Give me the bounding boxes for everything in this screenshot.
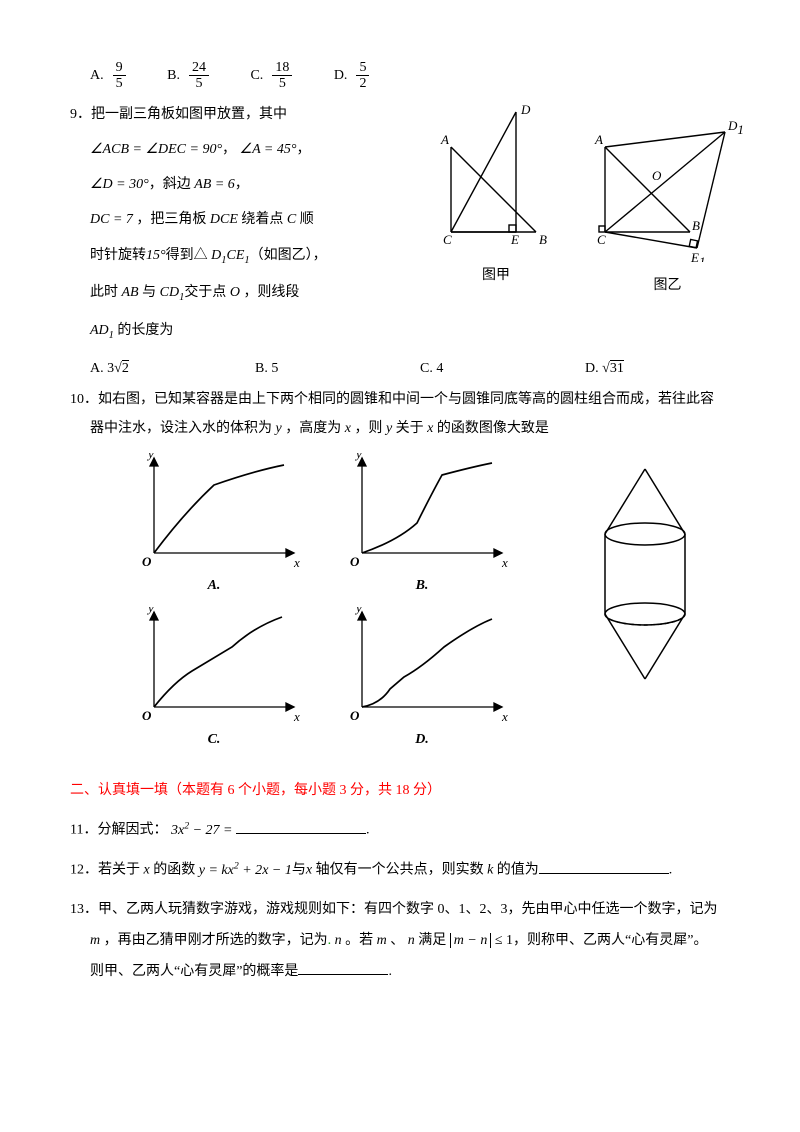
- opt-c: C. 185: [250, 60, 294, 92]
- svg-text:y: y: [146, 607, 154, 615]
- figure-jia: A D C E B 图甲: [421, 102, 571, 298]
- svg-text:y: y: [146, 453, 154, 461]
- figure-yi: A D1 O C E1 B 图乙: [585, 102, 750, 298]
- svg-text:A: A: [440, 132, 449, 147]
- question-11: 11．分解因式： 3x2 − 27 = .: [70, 817, 750, 843]
- svg-text:O: O: [142, 554, 152, 568]
- figure-jia-svg: A D C E B: [421, 102, 571, 252]
- svg-text:E: E: [510, 232, 519, 247]
- q10-graphs: y x O A. y x: [110, 449, 550, 756]
- svg-text:y: y: [354, 453, 362, 461]
- opt-9c: C. 4: [420, 356, 585, 381]
- svg-text:O: O: [350, 554, 360, 568]
- opt-b: B. 245: [167, 60, 211, 92]
- q9-options: A. 3√2 B. 5 C. 4 D. √31: [90, 356, 750, 381]
- svg-text:B: B: [539, 232, 547, 247]
- abs-value: m − n: [450, 933, 492, 948]
- blank-13: [298, 961, 388, 975]
- q9-figures: A D C E B 图甲: [421, 102, 750, 298]
- question-12: 12．若关于 x 的函数 y = kx2 + 2x − 1与x 轴仅有一个公共点…: [70, 857, 750, 883]
- graph-b: y x O B.: [322, 453, 522, 598]
- graph-d: y x O D.: [322, 607, 522, 752]
- figure-yi-svg: A D1 O C E1 B: [585, 102, 750, 262]
- q10-num: 10: [70, 392, 84, 407]
- q9-text: 9．把一副三角板如图甲放置，其中 ∠ACB = ∠DEC = 90°， ∠A =…: [70, 102, 420, 346]
- opt-d: D. 52: [334, 60, 372, 92]
- svg-text:A: A: [594, 132, 603, 147]
- svg-text:C: C: [443, 232, 452, 247]
- svg-text:B: B: [692, 218, 700, 233]
- graph-a: y x O A.: [114, 453, 314, 598]
- svg-text:C: C: [597, 232, 606, 247]
- question-13: 13．甲、乙两人玩猜数字游戏，游戏规则如下：有四个数字 0、1、2、3，先由甲心…: [70, 897, 750, 985]
- blank-11: [236, 820, 366, 834]
- svg-text:E1: E1: [690, 250, 705, 262]
- opt-9d: D. √31: [585, 356, 750, 381]
- question-10: 10．如右图，已知某容器是由上下两个相同的圆锥和中间一个与圆锥同底等高的圆柱组合…: [70, 387, 750, 756]
- opt-9a: A. 3√2: [90, 356, 255, 381]
- svg-text:x: x: [501, 555, 508, 568]
- graph-c: y x O C.: [114, 607, 314, 752]
- opt-9b: B. 5: [255, 356, 420, 381]
- question-9: 9．把一副三角板如图甲放置，其中 ∠ACB = ∠DEC = 90°， ∠A =…: [70, 102, 750, 381]
- svg-text:D: D: [520, 102, 531, 117]
- svg-text:O: O: [652, 168, 662, 183]
- svg-text:O: O: [350, 708, 360, 722]
- opt-a: A. 95: [90, 60, 128, 92]
- svg-text:x: x: [501, 709, 508, 722]
- q8-options: A. 95 B. 245 C. 185 D. 52: [90, 60, 750, 92]
- container-shape: [580, 459, 710, 698]
- section-2-header: 二、认真填一填（本题有 6 个小题，每小题 3 分，共 18 分）: [70, 778, 750, 803]
- q9-num: 9: [70, 107, 77, 122]
- blank-12: [539, 860, 669, 874]
- svg-text:O: O: [142, 708, 152, 722]
- svg-text:x: x: [293, 709, 300, 722]
- svg-text:x: x: [293, 555, 300, 568]
- svg-text:y: y: [354, 607, 362, 615]
- svg-text:D1: D1: [727, 118, 744, 137]
